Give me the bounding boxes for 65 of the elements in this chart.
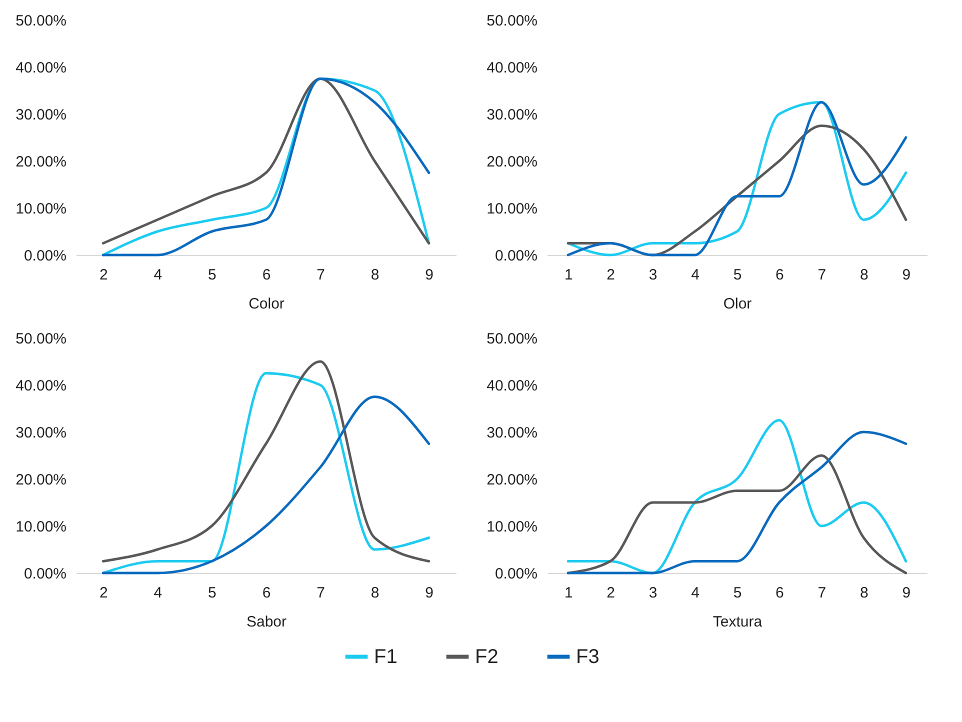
y-tick-label: 30.00% — [486, 106, 538, 124]
y-tick-label: 0.00% — [24, 566, 66, 582]
y-tick-label: 30.00% — [16, 106, 66, 124]
x-tick-label: 1 — [564, 266, 573, 284]
x-tick-label: 5 — [733, 266, 742, 284]
x-tick-label: 7 — [316, 584, 325, 602]
legend-label: F2 — [475, 646, 498, 668]
x-tick-label: 8 — [370, 584, 380, 602]
y-tick-label: 10.00% — [486, 518, 538, 536]
x-tick-label: 6 — [776, 584, 784, 602]
y-tick-label: 20.00% — [486, 472, 538, 488]
y-tick-label: 10.00% — [16, 200, 66, 218]
x-tick-label: 2 — [99, 584, 108, 602]
x-axis-title: Olor — [723, 296, 752, 312]
x-tick-label: 1 — [564, 584, 573, 602]
x-tick-label: 9 — [902, 584, 911, 602]
x-tick-label: 6 — [262, 584, 271, 602]
x-tick-label: 3 — [648, 266, 658, 284]
y-tick-label: 0.00% — [24, 248, 66, 264]
x-tick-label: 4 — [691, 266, 700, 284]
line-series — [566, 101, 908, 256]
x-tick-label: 9 — [425, 266, 434, 284]
x-tick-label: 9 — [902, 266, 911, 284]
y-tick-label: 10.00% — [486, 200, 538, 218]
x-tick-label: 8 — [860, 584, 868, 602]
x-tick-label: 9 — [425, 584, 434, 602]
x-tick-label: 5 — [208, 266, 216, 284]
y-tick-label: 20.00% — [16, 472, 66, 488]
y-tick-label: 50.00% — [486, 330, 538, 348]
y-tick-label: 0.00% — [494, 566, 538, 582]
line-series — [566, 454, 908, 574]
legend-label: F3 — [576, 646, 600, 668]
legend-label: F1 — [374, 646, 398, 668]
y-tick-label: 40.00% — [486, 60, 538, 76]
y-tick-label: 50.00% — [16, 330, 66, 348]
y-tick-label: 50.00% — [16, 12, 66, 30]
x-tick-label: 2 — [606, 266, 616, 284]
x-tick-label: 5 — [733, 584, 742, 602]
y-tick-label: 40.00% — [486, 378, 538, 394]
x-tick-label: 5 — [208, 584, 216, 602]
x-tick-label: 4 — [691, 584, 700, 602]
y-tick-label: 30.00% — [486, 424, 538, 442]
x-tick-label: 4 — [154, 584, 162, 602]
y-tick-label: 30.00% — [16, 424, 66, 442]
x-tick-label: 8 — [860, 266, 868, 284]
y-tick-label: 50.00% — [486, 12, 538, 30]
x-tick-label: 7 — [818, 584, 826, 602]
x-tick-label: 7 — [316, 266, 325, 284]
y-tick-label: 10.00% — [16, 518, 66, 536]
x-tick-label: 3 — [648, 584, 658, 602]
x-tick-label: 7 — [818, 266, 826, 284]
x-tick-label: 4 — [154, 266, 162, 284]
x-tick-label: 2 — [606, 584, 616, 602]
y-tick-label: 0.00% — [494, 248, 538, 264]
y-tick-label: 20.00% — [486, 154, 538, 170]
x-tick-label: 8 — [370, 266, 380, 284]
x-axis-title: Textura — [712, 614, 763, 630]
y-tick-label: 40.00% — [16, 60, 66, 76]
x-tick-label: 2 — [99, 266, 108, 284]
x-axis-title: Color — [248, 296, 284, 312]
x-axis-title: Sabor — [246, 614, 287, 630]
x-tick-label: 6 — [262, 266, 271, 284]
x-tick-label: 6 — [776, 266, 784, 284]
y-tick-label: 40.00% — [16, 378, 66, 394]
y-tick-label: 20.00% — [16, 154, 66, 170]
